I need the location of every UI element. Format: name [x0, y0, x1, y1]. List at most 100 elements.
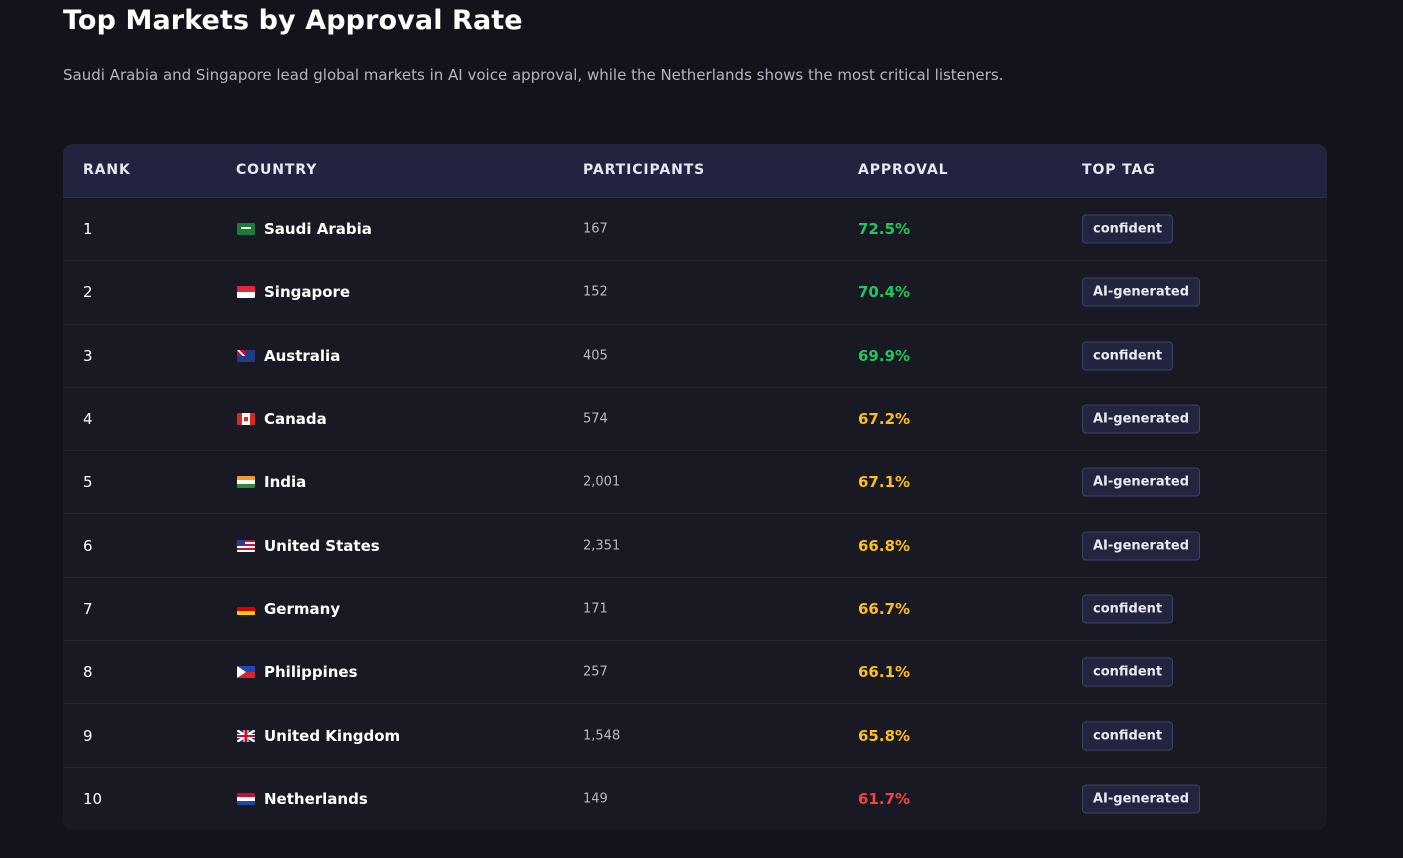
country-cell: Canada — [237, 410, 327, 428]
country-name: United Kingdom — [264, 726, 401, 745]
table-row[interactable]: 6 United States 2,351 66.8% AI-generated — [63, 514, 1327, 578]
rank-cell: 6 — [83, 536, 93, 555]
country-name: Saudi Arabia — [264, 220, 372, 239]
tag-cell: confident — [1082, 657, 1174, 687]
top-tag-badge: AI-generated — [1082, 784, 1201, 814]
top-tag-badge: confident — [1082, 214, 1174, 244]
markets-table: RANK COUNTRY PARTICIPANTS APPROVAL TOP T… — [63, 144, 1327, 830]
approval-cell: 66.1% — [858, 663, 911, 682]
top-tag-badge: confident — [1082, 594, 1174, 624]
participants-cell: 149 — [583, 791, 608, 807]
country-cell: Singapore — [237, 283, 350, 301]
singapore-flag-icon — [237, 286, 255, 299]
table-body: 1 Saudi Arabia 167 72.5% confident 2 Sin… — [63, 198, 1327, 830]
top-tag-badge: AI-generated — [1082, 277, 1201, 307]
participants-cell: 405 — [583, 348, 608, 364]
country-cell: Germany — [237, 600, 340, 618]
rank-cell: 3 — [83, 346, 93, 365]
approval-cell: 69.9% — [858, 346, 911, 365]
approval-cell: 61.7% — [858, 790, 911, 809]
rank-cell: 8 — [83, 663, 93, 682]
country-name: India — [264, 473, 307, 492]
top-tag-badge: confident — [1082, 657, 1174, 687]
page-title: Top Markets by Approval Rate — [63, 5, 523, 36]
approval-cell: 67.1% — [858, 473, 911, 492]
country-name: Australia — [264, 346, 341, 365]
tag-cell: confident — [1082, 341, 1174, 371]
participants-cell: 1,548 — [583, 728, 621, 744]
australia-flag-icon — [237, 349, 255, 362]
rank-cell: 10 — [83, 790, 103, 809]
netherlands-flag-icon — [237, 793, 255, 806]
tag-cell: AI-generated — [1082, 531, 1201, 561]
canada-flag-icon — [237, 413, 255, 426]
top-tag-badge: AI-generated — [1082, 531, 1201, 561]
rank-cell: 9 — [83, 726, 93, 745]
top-tag-badge: confident — [1082, 721, 1174, 751]
top-tag-badge: confident — [1082, 341, 1174, 371]
country-cell: Saudi Arabia — [237, 220, 372, 238]
philippines-flag-icon — [237, 666, 255, 679]
table-row[interactable]: 3 Australia 405 69.9% confident — [63, 325, 1327, 388]
tag-cell: AI-generated — [1082, 404, 1201, 434]
united-kingdom-flag-icon — [237, 729, 255, 742]
column-header-participants[interactable]: PARTICIPANTS — [583, 162, 706, 178]
country-cell: United Kingdom — [237, 727, 400, 745]
table-row[interactable]: 4 Canada 574 67.2% AI-generated — [63, 388, 1327, 452]
tag-cell: confident — [1082, 721, 1174, 751]
approval-cell: 67.2% — [858, 410, 911, 429]
column-header-rank[interactable]: RANK — [83, 162, 131, 178]
participants-cell: 171 — [583, 601, 608, 617]
table-row[interactable]: 8 Philippines 257 66.1% confident — [63, 641, 1327, 705]
country-cell: Australia — [237, 347, 340, 365]
table-header: RANK COUNTRY PARTICIPANTS APPROVAL TOP T… — [63, 144, 1327, 198]
tag-cell: AI-generated — [1082, 784, 1201, 814]
rank-cell: 5 — [83, 473, 93, 492]
top-tag-badge: AI-generated — [1082, 467, 1201, 497]
column-header-approval[interactable]: APPROVAL — [858, 162, 949, 178]
approval-cell: 65.8% — [858, 726, 911, 745]
table-row[interactable]: 1 Saudi Arabia 167 72.5% confident — [63, 198, 1327, 262]
approval-cell: 66.7% — [858, 599, 911, 618]
column-header-top-tag[interactable]: TOP TAG — [1082, 162, 1156, 178]
top-tag-badge: AI-generated — [1082, 404, 1201, 434]
india-flag-icon — [237, 476, 255, 489]
country-name: Netherlands — [264, 790, 368, 809]
participants-cell: 167 — [583, 221, 608, 237]
saudi-arabia-flag-icon — [237, 223, 255, 236]
column-header-country[interactable]: COUNTRY — [236, 162, 318, 178]
country-name: Philippines — [264, 663, 358, 682]
united-states-flag-icon — [237, 539, 255, 552]
country-name: Germany — [264, 599, 341, 618]
tag-cell: confident — [1082, 214, 1174, 244]
rank-cell: 2 — [83, 283, 93, 302]
country-cell: Netherlands — [237, 790, 368, 808]
participants-cell: 2,001 — [583, 474, 621, 490]
rank-cell: 4 — [83, 410, 93, 429]
table-row[interactable]: 7 Germany 171 66.7% confident — [63, 578, 1327, 642]
approval-cell: 66.8% — [858, 536, 911, 555]
country-cell: Philippines — [237, 663, 358, 681]
country-cell: United States — [237, 537, 380, 555]
country-cell: India — [237, 473, 306, 491]
rank-cell: 7 — [83, 599, 93, 618]
tag-cell: AI-generated — [1082, 277, 1201, 307]
page-subtitle: Saudi Arabia and Singapore lead global m… — [63, 66, 1004, 84]
table-row[interactable]: 2 Singapore 152 70.4% AI-generated — [63, 261, 1327, 325]
participants-cell: 152 — [583, 284, 608, 300]
country-name: United States — [264, 536, 380, 555]
table-row[interactable]: 5 India 2,001 67.1% AI-generated — [63, 451, 1327, 515]
tag-cell: AI-generated — [1082, 467, 1201, 497]
table-row[interactable]: 9 United Kingdom 1,548 65.8% confident — [63, 704, 1327, 768]
participants-cell: 574 — [583, 411, 608, 427]
approval-cell: 72.5% — [858, 220, 911, 239]
participants-cell: 257 — [583, 664, 608, 680]
table-row[interactable]: 10 Netherlands 149 61.7% AI-generated — [63, 768, 1327, 830]
country-name: Canada — [264, 410, 327, 429]
germany-flag-icon — [237, 602, 255, 615]
country-name: Singapore — [264, 283, 351, 302]
approval-cell: 70.4% — [858, 283, 911, 302]
participants-cell: 2,351 — [583, 538, 621, 554]
rank-cell: 1 — [83, 220, 93, 239]
